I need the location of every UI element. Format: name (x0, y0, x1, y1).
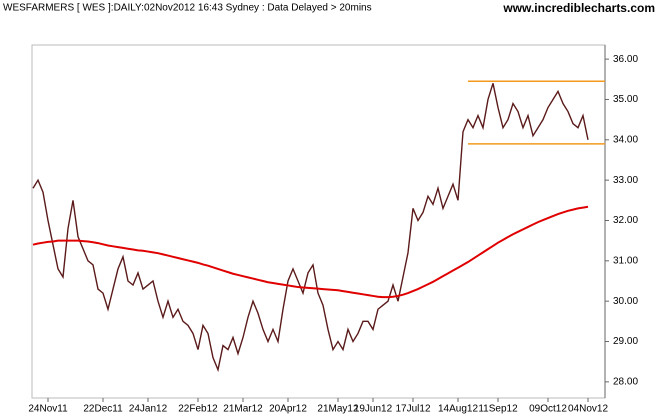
x-tick-label: 22Feb12 (178, 404, 218, 415)
site-name: www.incrediblecharts.com (502, 1, 655, 15)
series-line (32, 83, 589, 373)
y-tick-label: 29.00 (613, 336, 638, 347)
series-line (32, 205, 589, 299)
x-tick-label: 04Nov12 (568, 404, 608, 415)
y-tick-label: 31.00 (613, 255, 638, 266)
x-tick-label: 11Sep12 (478, 404, 518, 415)
y-tick-label: 30.00 (613, 296, 638, 307)
y-tick-label: 33.00 (613, 175, 638, 186)
x-tick-label: 17Jul12 (395, 404, 430, 415)
chart-title: WESFARMERS [ WES ]:DAILY:02Nov2012 16:43… (3, 3, 372, 14)
y-tick-label: 36.00 (613, 54, 638, 65)
y-tick-label: 28.00 (613, 377, 638, 388)
y-tick-label: 34.00 (613, 134, 638, 145)
x-tick-label: 14Aug12 (438, 404, 478, 415)
x-tick-label: 24Nov11 (28, 404, 68, 415)
y-tick-label: 32.00 (613, 215, 638, 226)
x-tick-label: 09Oct12 (529, 404, 567, 415)
x-tick-label: 20Apr12 (269, 404, 307, 415)
x-tick-label: 21May12 (317, 404, 359, 415)
x-tick-label: 22Dec11 (83, 404, 123, 415)
x-tick-label: 21Mar12 (223, 404, 263, 415)
plot-frame (31, 44, 606, 399)
x-tick-label: 19Jun12 (354, 404, 393, 415)
x-tick-label: 24Jan12 (129, 404, 168, 415)
y-tick-label: 35.00 (613, 94, 638, 105)
